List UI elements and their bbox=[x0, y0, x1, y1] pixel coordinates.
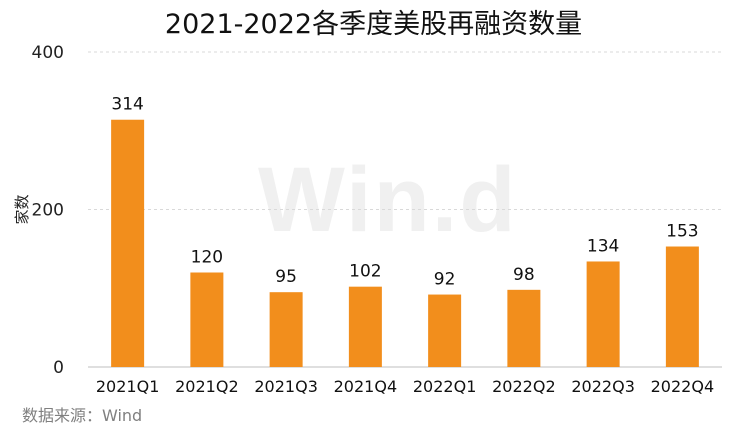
data-label: 98 bbox=[513, 265, 535, 285]
data-label: 134 bbox=[587, 236, 619, 256]
y-axis-label: 家数 bbox=[13, 194, 31, 224]
x-tick-label: 2022Q4 bbox=[651, 377, 715, 396]
x-tick-label: 2022Q2 bbox=[492, 377, 556, 396]
bar bbox=[190, 272, 224, 367]
bar bbox=[507, 289, 541, 367]
x-tick-label: 2021Q2 bbox=[175, 377, 239, 396]
data-label: 92 bbox=[434, 270, 456, 290]
x-tick-label: 2022Q1 bbox=[413, 377, 477, 396]
bar bbox=[586, 261, 620, 367]
bar bbox=[665, 246, 699, 367]
data-label: 102 bbox=[349, 262, 381, 282]
data-label: 153 bbox=[666, 222, 698, 242]
data-label: 95 bbox=[275, 267, 297, 287]
y-tick-label: 400 bbox=[32, 43, 64, 63]
watermark: Win.d bbox=[258, 149, 518, 251]
x-tick-label: 2021Q4 bbox=[334, 377, 398, 396]
chart-title: 2021-2022各季度美股再融资数量 bbox=[164, 9, 583, 40]
data-label: 120 bbox=[191, 248, 223, 268]
bar bbox=[269, 292, 303, 367]
x-tick-label: 2022Q3 bbox=[571, 377, 635, 396]
y-tick-label: 0 bbox=[53, 358, 64, 378]
bar bbox=[428, 294, 462, 367]
x-tick-label: 2021Q1 bbox=[96, 377, 160, 396]
y-tick-label: 200 bbox=[32, 201, 64, 221]
source-note: 数据来源：Wind bbox=[22, 406, 143, 425]
data-label: 314 bbox=[111, 95, 143, 115]
bar bbox=[111, 119, 145, 367]
bar bbox=[348, 286, 382, 367]
x-tick-label: 2021Q3 bbox=[254, 377, 318, 396]
